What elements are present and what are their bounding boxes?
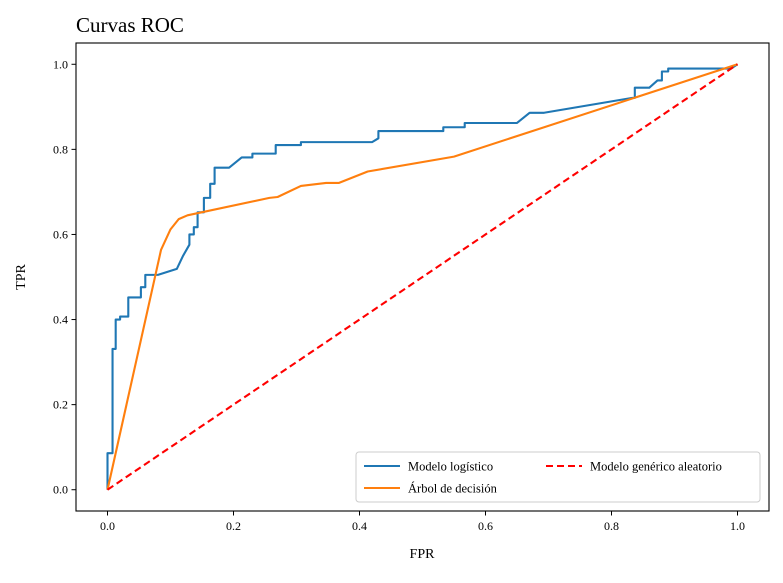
x-axis-label: FPR xyxy=(410,547,436,562)
legend-box xyxy=(355,451,761,503)
y-axis-label: TPR xyxy=(14,264,29,290)
legend-label-0: Modelo logístico xyxy=(408,460,493,474)
plot-area xyxy=(75,42,770,512)
y-tick-label: 0.4 xyxy=(53,313,68,327)
x-tick-label: 1.0 xyxy=(730,519,745,533)
series-line-1 xyxy=(106,63,738,490)
y-tick-label: 0.6 xyxy=(53,227,68,241)
x-tick-label: 0.4 xyxy=(352,519,367,533)
series-line-2 xyxy=(106,63,739,491)
x-tick-label: 0.6 xyxy=(478,519,493,533)
y-tick-label: 0.8 xyxy=(53,142,68,156)
axis-ticks: 0.0 0.2 0.4 0.6 0.8 1.0 0.0 0.2 0.4 0.6 0.8 1.0 xyxy=(53,57,745,533)
legend-label-1: Árbol de decisión xyxy=(408,482,498,496)
legend-label-2: Modelo genérico aleatorio xyxy=(590,460,722,474)
axes-frame xyxy=(75,42,770,512)
legend: Modelo logístico Árbol de decisión Modelo … xyxy=(355,451,761,503)
x-tick-label: 0.2 xyxy=(226,519,241,533)
y-tick-label: 1.0 xyxy=(53,57,68,71)
y-tick-label: 0.2 xyxy=(53,398,68,412)
y-tick-label: 0.0 xyxy=(53,483,68,497)
x-tick-label: 0.8 xyxy=(604,519,619,533)
chart-title: Curvas ROC xyxy=(76,13,184,37)
x-tick-label: 0.0 xyxy=(100,519,115,533)
